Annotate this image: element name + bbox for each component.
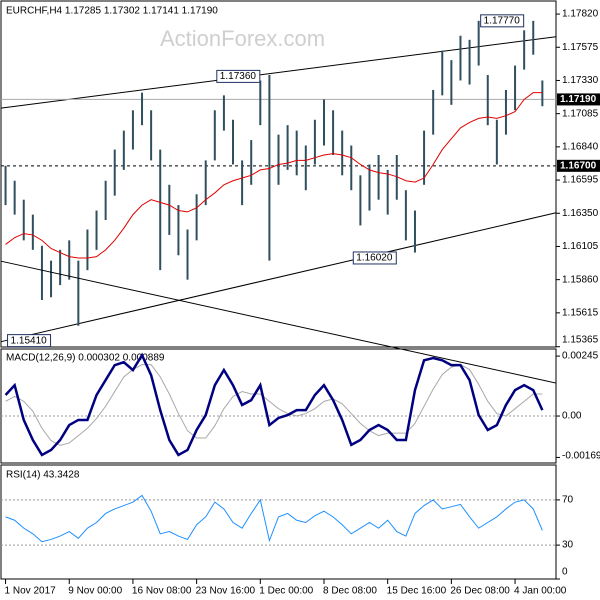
panel-title: EURCHF,H4 1.17285 1.17302 1.17141 1.1719… bbox=[6, 6, 218, 17]
y-tick-label: 30 bbox=[562, 540, 574, 551]
panel-title: MACD(12,26,9) 0.000302 0.000889 bbox=[6, 353, 165, 364]
macd-line bbox=[4, 352, 544, 457]
macd-panel bbox=[0, 348, 557, 464]
y-tick-label: 0.00245 bbox=[562, 351, 599, 362]
y-tick-label: 1.17575 bbox=[562, 42, 599, 53]
watermark: ActionForex.com bbox=[160, 26, 325, 51]
level-label-box bbox=[557, 93, 600, 106]
price-label-box bbox=[352, 251, 397, 265]
y-tick-label: 1.17085 bbox=[562, 108, 599, 119]
x-tick-label: 1 Dec 00:00 bbox=[259, 586, 313, 597]
level-label: 1.16700 bbox=[560, 160, 597, 171]
x-tick-label: 4 Jan 00:00 bbox=[514, 586, 567, 597]
rsi-line bbox=[5, 494, 543, 543]
y-tick-label: 1.15365 bbox=[562, 335, 599, 346]
y-tick-label: 1.17330 bbox=[562, 75, 599, 86]
price-label-box bbox=[480, 14, 525, 28]
y-tick-label: -0.001692 bbox=[562, 451, 600, 462]
trend-line bbox=[0, 36, 557, 109]
x-tick-label: 15 Dec 16:00 bbox=[387, 586, 447, 597]
price-panel bbox=[0, 0, 557, 348]
price-label: 1.15410 bbox=[11, 335, 48, 346]
trend-line bbox=[0, 260, 557, 384]
trend-line bbox=[0, 212, 557, 343]
x-tick-label: 9 Nov 00:00 bbox=[68, 586, 122, 597]
y-tick-label: 1.17820 bbox=[562, 9, 599, 20]
y-tick-label: 1.16105 bbox=[562, 241, 599, 252]
x-tick-label: 8 Dec 08:00 bbox=[323, 586, 377, 597]
y-tick-label: 1.16595 bbox=[562, 175, 599, 186]
rsi-panel bbox=[0, 464, 557, 580]
x-tick-label: 26 Dec 08:00 bbox=[450, 586, 510, 597]
moving-average bbox=[5, 92, 543, 259]
signal-line bbox=[5, 364, 543, 446]
price-label: 1.17770 bbox=[484, 15, 521, 26]
x-tick-label: 23 Nov 16:00 bbox=[196, 586, 256, 597]
level-label: 1.17190 bbox=[560, 94, 597, 105]
y-tick-label: 70 bbox=[562, 495, 574, 506]
panel-title: RSI(14) 43.3428 bbox=[6, 470, 80, 481]
y-tick-label: 1.16350 bbox=[562, 208, 599, 219]
y-tick-label: 0 bbox=[562, 567, 568, 578]
level-label-box bbox=[557, 159, 600, 172]
x-tick-label: 1 Nov 2017 bbox=[5, 586, 57, 597]
x-tick-label: 16 Nov 08:00 bbox=[132, 586, 192, 597]
y-tick-label: 1.16840 bbox=[562, 141, 599, 152]
y-tick-label: 1.15615 bbox=[562, 307, 599, 318]
price-label: 1.16020 bbox=[356, 253, 393, 264]
y-tick-label: 1.15860 bbox=[562, 274, 599, 285]
price-label: 1.17360 bbox=[220, 71, 257, 82]
y-tick-label: 0.00 bbox=[562, 411, 582, 422]
price-label-box bbox=[7, 334, 52, 348]
price-label-box bbox=[216, 69, 261, 83]
